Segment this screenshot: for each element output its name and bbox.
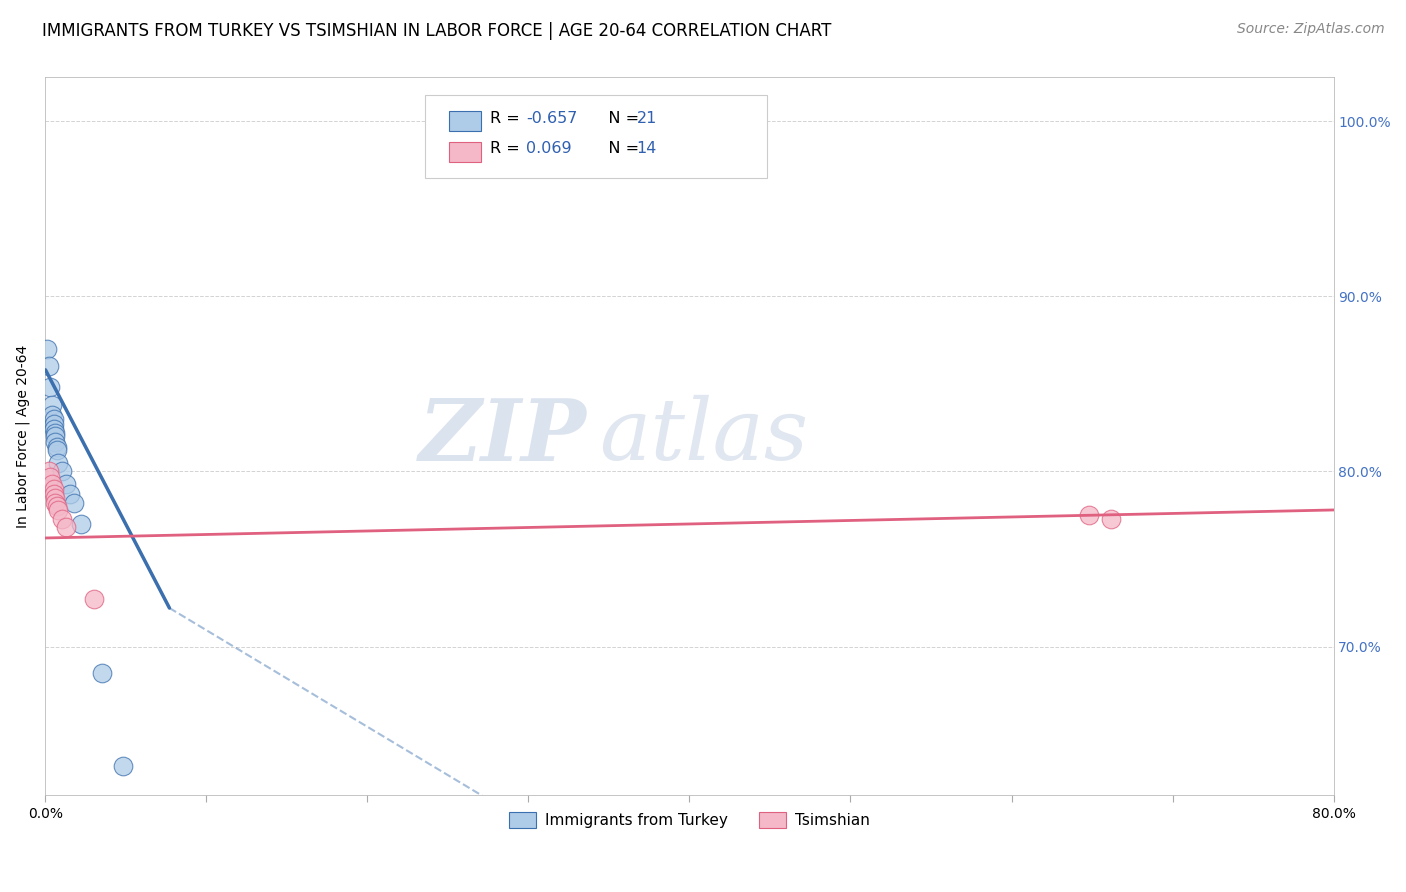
Text: R =: R =: [489, 142, 530, 156]
Point: [51, 512, 73, 526]
Text: ZIP: ZIP: [419, 394, 586, 478]
Point: [111, 758, 134, 772]
Point: [42, 417, 65, 432]
FancyBboxPatch shape: [449, 112, 481, 131]
Point: [44, 496, 66, 510]
Text: R =: R =: [489, 112, 524, 127]
Point: [42, 482, 65, 496]
Point: [90, 665, 112, 680]
Point: [45, 440, 67, 454]
Point: [55, 476, 77, 491]
Point: [42, 422, 65, 436]
Point: [41, 476, 63, 491]
Point: [70, 516, 93, 531]
Legend: Immigrants from Turkey, Tsimshian: Immigrants from Turkey, Tsimshian: [502, 806, 876, 834]
Point: [1099, 512, 1122, 526]
Point: [45, 443, 67, 458]
Point: [55, 520, 77, 534]
Text: 0.069: 0.069: [526, 142, 571, 156]
Point: [44, 434, 66, 449]
Text: -0.657: -0.657: [526, 112, 578, 127]
FancyBboxPatch shape: [426, 95, 766, 178]
Text: N =: N =: [593, 112, 644, 127]
Y-axis label: In Labor Force | Age 20-64: In Labor Force | Age 20-64: [15, 345, 30, 528]
Point: [1077, 508, 1099, 523]
Point: [41, 398, 63, 412]
Point: [35, 342, 58, 356]
Point: [45, 500, 67, 514]
Point: [63, 496, 86, 510]
Point: [83, 592, 105, 607]
Point: [44, 429, 66, 443]
Point: [39, 469, 62, 483]
Text: 21: 21: [637, 112, 657, 127]
Point: [51, 465, 73, 479]
Point: [38, 465, 60, 479]
Text: Source: ZipAtlas.com: Source: ZipAtlas.com: [1237, 22, 1385, 37]
Point: [44, 491, 66, 505]
FancyBboxPatch shape: [449, 142, 481, 162]
Text: atlas: atlas: [599, 395, 808, 478]
Text: IMMIGRANTS FROM TURKEY VS TSIMSHIAN IN LABOR FORCE | AGE 20-64 CORRELATION CHART: IMMIGRANTS FROM TURKEY VS TSIMSHIAN IN L…: [42, 22, 831, 40]
Point: [38, 359, 60, 374]
Point: [42, 412, 65, 426]
Point: [42, 487, 65, 501]
Point: [39, 380, 62, 394]
Point: [44, 425, 66, 440]
Point: [59, 487, 82, 501]
Point: [41, 409, 63, 423]
Text: N =: N =: [593, 142, 644, 156]
Text: 14: 14: [637, 142, 657, 156]
Point: [48, 503, 70, 517]
Point: [48, 456, 70, 470]
